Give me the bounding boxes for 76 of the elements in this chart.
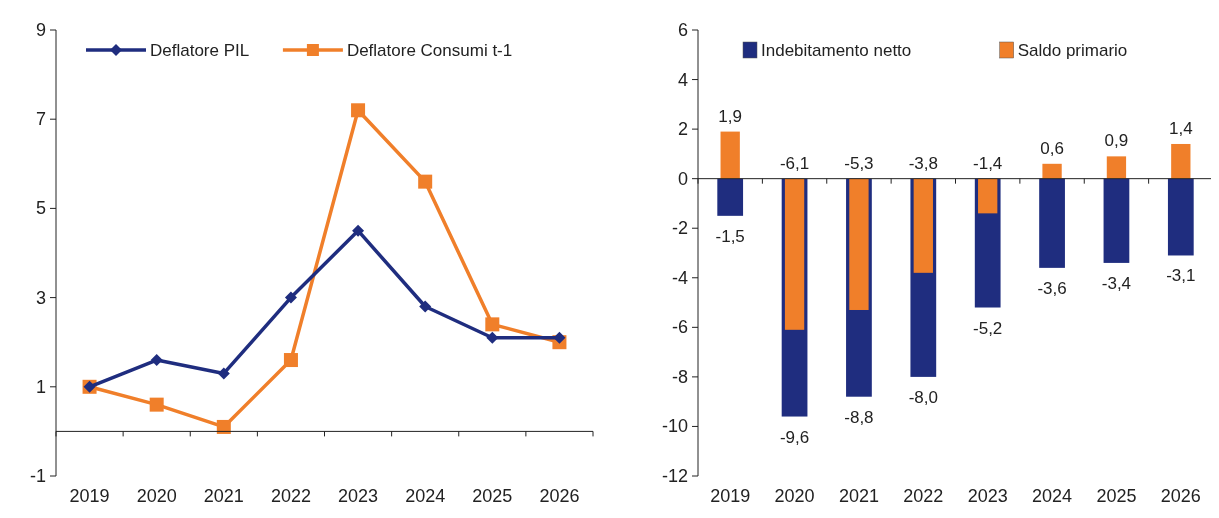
point	[351, 103, 366, 118]
y-tick-label: -8	[671, 366, 688, 387]
x-tick-label: 2019	[710, 486, 751, 506]
bar	[784, 178, 805, 330]
data-label: 0,6	[1040, 138, 1064, 158]
point	[553, 331, 566, 344]
y-tick-label: 2	[677, 119, 688, 140]
legend-label: Saldo primario	[1017, 41, 1128, 60]
y-tick-label: -2	[671, 218, 688, 239]
bar	[1042, 163, 1062, 179]
y-tick-label: -6	[671, 317, 688, 338]
data-label: -8,0	[908, 387, 938, 407]
bar	[1171, 143, 1191, 179]
y-tick-label: 1	[35, 376, 46, 397]
point	[418, 174, 433, 189]
data-label: -5,3	[844, 153, 874, 173]
data-label: -1,4	[973, 153, 1003, 173]
data-label: -5,2	[973, 318, 1003, 338]
bar	[1039, 178, 1065, 268]
y-tick-label: 9	[35, 20, 46, 40]
x-tick-label: 2024	[1032, 486, 1073, 506]
point	[352, 224, 365, 237]
bar	[978, 178, 998, 214]
legend-label: Indebitamento netto	[761, 41, 912, 60]
x-tick-label: 2026	[1160, 486, 1201, 506]
bar	[1167, 178, 1194, 256]
x-tick-label: 2021	[838, 486, 879, 506]
x-tick-label: 2023	[967, 486, 1008, 506]
data-label: -9,6	[779, 427, 810, 447]
point	[284, 291, 297, 304]
x-tick-label: 2019	[69, 486, 110, 506]
x-tick-label: 2024	[405, 486, 446, 506]
bar	[717, 178, 744, 216]
y-tick-label: 3	[35, 287, 46, 308]
data-label: -3,8	[908, 153, 938, 173]
data-label: 0,9	[1104, 131, 1129, 151]
x-tick-label: 2026	[539, 486, 580, 506]
bar	[720, 131, 740, 179]
x-tick-label: 2020	[774, 486, 815, 506]
legend-label: Deflatore Consumi t-1	[346, 41, 513, 60]
y-tick-label: 0	[677, 168, 688, 189]
data-label: -8,8	[844, 407, 874, 427]
y-tick-label: -10	[661, 416, 688, 437]
data-label: -3,4	[1101, 273, 1132, 293]
y-tick-label: 6	[677, 20, 688, 40]
data-label: -1,5	[715, 226, 745, 246]
x-tick-label: 2025	[472, 486, 513, 506]
x-tick-label: 2023	[338, 486, 379, 506]
x-tick-label: 2020	[136, 486, 177, 506]
x-tick-label: 2022	[270, 486, 311, 506]
point	[419, 300, 432, 313]
data-label: -3,6	[1037, 278, 1067, 298]
data-label: -3,1	[1166, 266, 1196, 286]
bar	[849, 178, 869, 310]
point	[216, 419, 231, 434]
data-label: 1,4	[1168, 118, 1193, 138]
bar	[1103, 178, 1130, 263]
x-tick-label: 2022	[903, 486, 944, 506]
point	[149, 397, 164, 412]
x-tick-label: 2025	[1096, 486, 1137, 506]
point	[217, 367, 230, 380]
legend-label: Deflatore PIL	[150, 41, 250, 60]
bar	[1106, 156, 1127, 179]
y-tick-label: 4	[677, 69, 688, 90]
point	[150, 354, 163, 367]
bar	[913, 178, 933, 273]
data-label: -6,1	[779, 153, 810, 173]
y-tick-label: -4	[671, 267, 688, 288]
y-tick-label: -12	[661, 466, 688, 486]
point	[283, 353, 298, 368]
data-label: 1,9	[718, 106, 743, 126]
y-tick-label: 7	[35, 109, 46, 130]
point	[485, 317, 500, 332]
x-tick-label: 2021	[203, 486, 244, 506]
y-tick-label: 5	[35, 198, 46, 219]
y-tick-label: -1	[29, 466, 46, 486]
